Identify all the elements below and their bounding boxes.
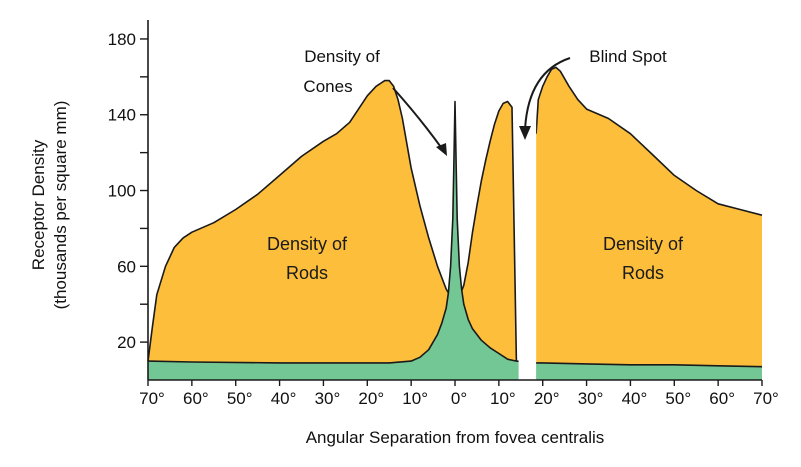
y-tick-label: 20 [117, 333, 136, 352]
cones-annotation-line1: Density of [304, 47, 380, 66]
blind-spot-gap [518, 20, 537, 381]
x-tick-label: 10° [490, 389, 516, 408]
cones-curve [147, 100, 763, 368]
rods-right-label-line1: Density of [603, 234, 684, 254]
rods-right-label-line2: Rods [622, 263, 664, 283]
rods-curve-segment-3 [535, 66, 763, 216]
rods-curve-segment-1 [147, 79, 456, 362]
rods-area-segment-1 [148, 80, 455, 380]
rods-left-label-line2: Rods [286, 263, 328, 283]
x-tick-label: 60° [709, 389, 735, 408]
x-tick-label: 30° [578, 389, 604, 408]
x-tick-label: 70° [139, 389, 165, 408]
rods-area-segment-2 [455, 101, 517, 380]
rods-area-segment-3 [536, 67, 762, 381]
cones-area [148, 101, 762, 380]
rods-left-label-line1: Density of [267, 234, 348, 254]
x-tick-label: 20° [358, 389, 384, 408]
y-axis-title-line2: (thousands per square mm) [51, 101, 70, 310]
y-tick-label: 100 [108, 182, 136, 201]
blind-spot-arrow [524, 57, 571, 131]
plot-area [147, 20, 763, 381]
x-tick-label: 0° [451, 389, 467, 408]
y-tick-label: 140 [108, 106, 136, 125]
x-tick-label: 40° [622, 389, 648, 408]
x-tick-label: 20° [534, 389, 560, 408]
rods-curve-segment-2 [454, 100, 518, 362]
x-tick-label: 10° [402, 389, 428, 408]
y-axis-title-line1: Receptor Density [29, 139, 48, 270]
x-tick-label: 40° [271, 389, 297, 408]
y-tick-label: 180 [108, 30, 136, 49]
cones-arrowhead [436, 143, 447, 156]
x-tick-label: 50° [665, 389, 691, 408]
y-tick-label: 60 [117, 257, 136, 276]
blind-spot-annotation: Blind Spot [589, 47, 667, 66]
x-tick-label: 30° [315, 389, 341, 408]
x-tick-label: 70° [753, 389, 779, 408]
x-tick-label: 60° [183, 389, 209, 408]
x-tick-label: 50° [227, 389, 253, 408]
cones-arrow [392, 87, 444, 151]
cones-annotation-line2: Cones [303, 77, 352, 96]
tick-labels: 20 60 100 140 180 70° 60° 50° 40° 30° 20° 10° 0° 10° 2… [108, 30, 779, 408]
blind-spot-arrowhead [519, 126, 531, 140]
x-axis-title: Angular Separation from fovea centralis [306, 428, 605, 447]
